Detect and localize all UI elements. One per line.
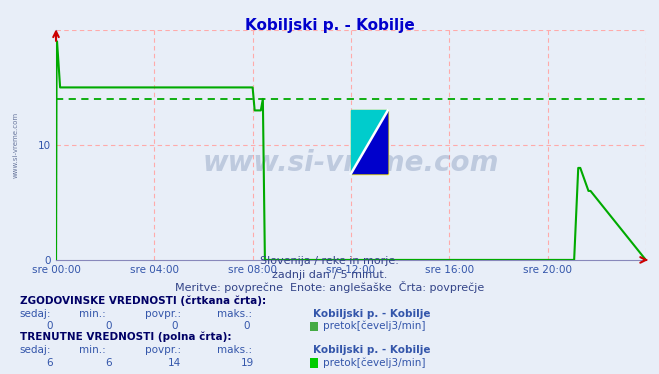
Text: TRENUTNE VREDNOSTI (polna črta):: TRENUTNE VREDNOSTI (polna črta):: [20, 332, 231, 342]
Text: povpr.:: povpr.:: [145, 346, 181, 355]
Text: Meritve: povprečne  Enote: anglešaške  Črta: povprečje: Meritve: povprečne Enote: anglešaške Črt…: [175, 281, 484, 293]
Text: Kobiljski p. - Kobilje: Kobiljski p. - Kobilje: [313, 309, 430, 319]
Text: Slovenija / reke in morje.: Slovenija / reke in morje.: [260, 256, 399, 266]
Text: 0: 0: [46, 321, 53, 331]
Text: 19: 19: [241, 358, 254, 368]
Text: ZGODOVINSKE VREDNOSTI (črtkana črta):: ZGODOVINSKE VREDNOSTI (črtkana črta):: [20, 295, 266, 306]
Bar: [351, 110, 387, 174]
Text: 6: 6: [46, 358, 53, 368]
Text: Kobiljski p. - Kobilje: Kobiljski p. - Kobilje: [244, 18, 415, 33]
Text: pretok[čevelj3/min]: pretok[čevelj3/min]: [323, 357, 426, 368]
Text: 0: 0: [171, 321, 178, 331]
Text: min.:: min.:: [79, 309, 106, 319]
Text: sedaj:: sedaj:: [20, 346, 51, 355]
Text: pretok[čevelj3/min]: pretok[čevelj3/min]: [323, 321, 426, 331]
Text: maks.:: maks.:: [217, 309, 252, 319]
Text: 14: 14: [168, 358, 181, 368]
Text: zadnji dan / 5 minut.: zadnji dan / 5 minut.: [272, 270, 387, 279]
Text: www.si-vreme.com: www.si-vreme.com: [203, 149, 499, 177]
Text: 6: 6: [105, 358, 112, 368]
Text: 0: 0: [244, 321, 250, 331]
Polygon shape: [351, 110, 387, 174]
Text: Kobiljski p. - Kobilje: Kobiljski p. - Kobilje: [313, 346, 430, 355]
Text: sedaj:: sedaj:: [20, 309, 51, 319]
Text: 0: 0: [105, 321, 112, 331]
Polygon shape: [351, 110, 387, 174]
Text: povpr.:: povpr.:: [145, 309, 181, 319]
Text: min.:: min.:: [79, 346, 106, 355]
Text: www.si-vreme.com: www.si-vreme.com: [13, 112, 19, 178]
Text: maks.:: maks.:: [217, 346, 252, 355]
